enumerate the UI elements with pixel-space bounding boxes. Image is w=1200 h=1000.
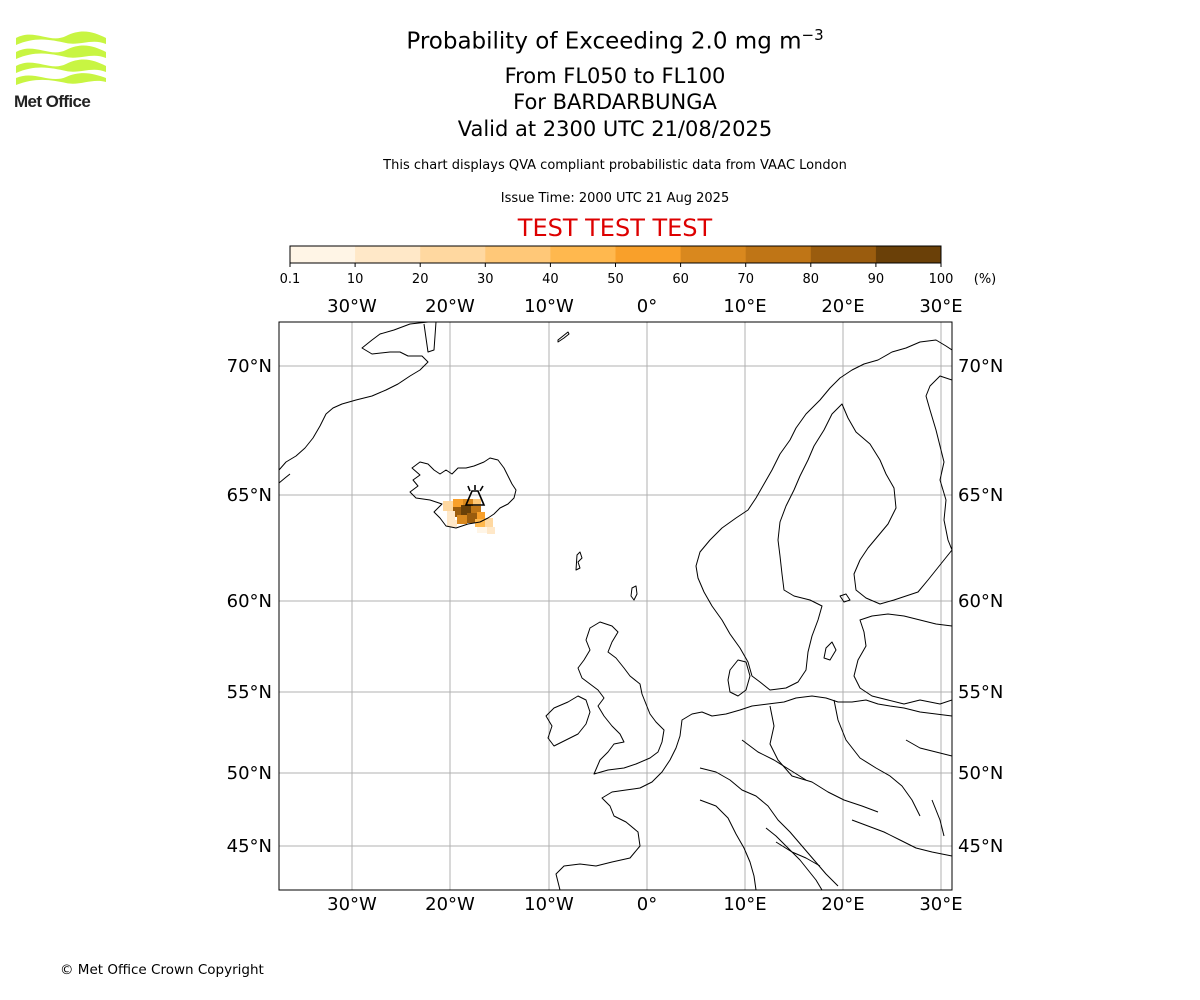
colorbar-tick-label: 60 — [672, 272, 689, 287]
colorbar-tick-label: 70 — [737, 272, 754, 287]
map-panel — [278, 321, 953, 891]
colorbar-cell — [615, 246, 682, 263]
left-lat-label: 55°N — [227, 682, 272, 703]
test-banner: TEST TEST TEST — [517, 214, 713, 242]
colorbar-tick-label: 40 — [542, 272, 559, 287]
colorbar: 0.1 10 20 30 40 50 60 70 80 90 100 (%) — [280, 245, 997, 287]
bottom-lon-label: 10°W — [524, 894, 574, 915]
volcano-marker-icon — [464, 485, 486, 506]
coastlines — [279, 322, 952, 890]
right-lat-label: 60°N — [958, 591, 1003, 612]
unit-exponent: −3 — [801, 26, 824, 44]
colorbar-cell — [680, 246, 747, 263]
top-lon-label: 10°E — [723, 296, 766, 317]
right-lat-label: 45°N — [958, 836, 1003, 857]
top-lon-label: 20°E — [821, 296, 864, 317]
qva-note: This chart displays QVA compliant probab… — [383, 158, 847, 173]
colorbar-tick-label: 50 — [607, 272, 624, 287]
volcano-name: For BARDARBUNGA — [513, 90, 717, 114]
top-lon-label: 20°W — [425, 296, 475, 317]
chart-title: Probability of Exceeding 2.0 mg m−3 — [406, 26, 824, 55]
colorbar-tick-label: 80 — [803, 272, 820, 287]
colorbar-tick-label: 0.1 — [280, 272, 301, 287]
copyright-notice: © Met Office Crown Copyright — [60, 962, 264, 978]
colorbar-cell — [420, 246, 486, 263]
bottom-lon-label: 10°E — [723, 894, 766, 915]
colorbar-cell — [355, 246, 421, 263]
brand-name: Met Office — [14, 92, 91, 111]
right-lat-label: 65°N — [958, 485, 1003, 506]
colorbar-tick-label: 90 — [868, 272, 885, 287]
colorbar-cell — [875, 246, 942, 263]
issue-time: Issue Time: 2000 UTC 21 Aug 2025 — [500, 191, 730, 206]
right-lat-label: 50°N — [958, 763, 1003, 784]
axis-labels: 30°W 20°W 10°W 0° 10°E 20°E 30°E 30°W 20… — [227, 296, 1004, 915]
colorbar-cell — [550, 246, 616, 263]
colorbar-cell — [810, 246, 877, 263]
top-lon-label: 10°W — [524, 296, 574, 317]
top-lon-label: 30°W — [327, 296, 377, 317]
bottom-lon-label: 30°W — [327, 894, 377, 915]
probability-field — [443, 499, 495, 534]
left-lat-label: 60°N — [227, 591, 272, 612]
top-lon-label: 30°E — [919, 296, 962, 317]
colorbar-unit: (%) — [974, 272, 997, 287]
colorbar-tick-label: 100 — [929, 272, 954, 287]
right-lat-label: 55°N — [958, 682, 1003, 703]
colorbar-tick-label: 10 — [347, 272, 364, 287]
colorbar-tick-label: 30 — [477, 272, 494, 287]
left-lat-label: 50°N — [227, 763, 272, 784]
bottom-lon-label: 0° — [637, 894, 657, 915]
valid-time: Valid at 2300 UTC 21/08/2025 — [457, 117, 773, 141]
bottom-lon-label: 30°E — [919, 894, 962, 915]
met-office-logo: Met Office — [14, 30, 110, 112]
colorbar-cell — [485, 246, 551, 263]
flight-level-range: From FL050 to FL100 — [504, 64, 726, 88]
left-lat-label: 45°N — [227, 836, 272, 857]
graticule — [279, 322, 952, 890]
wave-logo-icon — [16, 31, 106, 85]
colorbar-cell — [745, 246, 812, 263]
bottom-lon-label: 20°W — [425, 894, 475, 915]
right-lat-label: 70°N — [958, 356, 1003, 377]
top-lon-label: 0° — [637, 296, 657, 317]
bottom-lon-label: 20°E — [821, 894, 864, 915]
colorbar-tick-label: 20 — [412, 272, 429, 287]
left-lat-label: 65°N — [227, 485, 272, 506]
colorbar-cell — [290, 246, 356, 263]
left-lat-label: 70°N — [227, 356, 272, 377]
